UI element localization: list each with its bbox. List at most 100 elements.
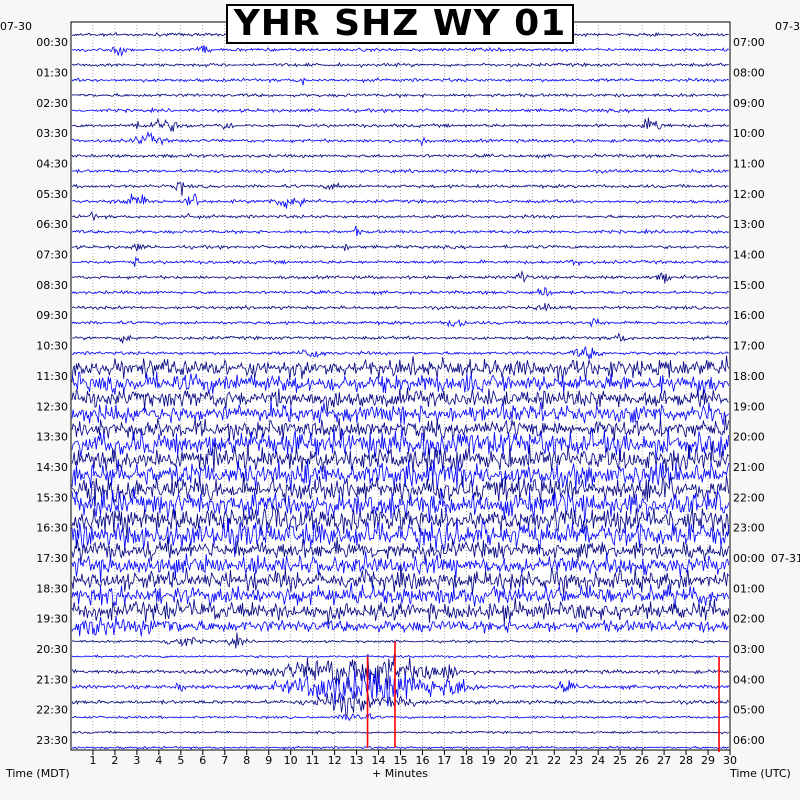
left-time-label: 01:30 (36, 67, 68, 80)
seismic-trace (71, 92, 729, 99)
left-time-label: 10:30 (36, 340, 68, 353)
seismic-trace (71, 615, 729, 637)
left-time-label: 02:30 (36, 97, 68, 110)
right-time-label: 04:00 (733, 673, 765, 686)
x-tick-label: 21 (525, 754, 539, 767)
x-tick-label: 8 (243, 754, 250, 767)
left-time-label: 00:30 (36, 36, 68, 49)
x-tick-label: 12 (328, 754, 342, 767)
left-time-label: 22:30 (36, 704, 68, 717)
x-tick-label: 13 (350, 754, 364, 767)
event-markers (366, 641, 720, 753)
x-tick-label: 17 (437, 754, 451, 767)
right-time-label: 18:00 (733, 370, 765, 383)
seismic-trace (71, 730, 729, 735)
right-time-label: 03:00 (733, 643, 765, 656)
left-time-label: 20:30 (36, 643, 68, 656)
x-tick-label: 29 (701, 754, 715, 767)
seismic-trace (71, 303, 729, 312)
seismic-trace (71, 317, 729, 329)
right-time-label: 14:00 (733, 249, 765, 262)
right-time-label: 00:00 (733, 552, 765, 565)
left-time-label: 17:30 (36, 552, 68, 565)
seismic-trace (71, 243, 729, 252)
x-tick-label: 6 (199, 754, 206, 767)
seismic-trace (71, 653, 730, 694)
left-time-label: 15:30 (36, 491, 68, 504)
x-tick-label: 19 (481, 754, 495, 767)
seismic-trace (71, 270, 729, 284)
seismic-trace (71, 745, 729, 751)
x-tick-label: 14 (372, 754, 386, 767)
right-time-label: 15:00 (733, 279, 765, 292)
left-time-label: 16:30 (36, 522, 68, 535)
left-time-label: 13:30 (36, 431, 68, 444)
right-time-label: 01:00 (733, 582, 765, 595)
seismic-trace (71, 505, 730, 540)
left-time-label: 08:30 (36, 279, 68, 292)
seismic-trace (71, 473, 730, 507)
right-time-label: 22:00 (733, 491, 765, 504)
x-tick-label: 1 (89, 754, 96, 767)
left-time-label: 06:30 (36, 218, 68, 231)
seismic-trace (71, 400, 729, 426)
right-time-label: 08:00 (733, 67, 765, 80)
left-time-label: 18:30 (36, 582, 68, 595)
seismic-trace (71, 536, 730, 563)
seismic-trace (71, 668, 730, 707)
seismic-trace (71, 225, 729, 237)
chart-title-text: YHR SHZ WY 01 (233, 3, 567, 44)
x-tick-label: 15 (394, 754, 408, 767)
right-date-label: 07-3 (775, 20, 800, 33)
seismic-trace (72, 256, 729, 267)
seismic-trace (71, 691, 729, 718)
x-tick-label: 16 (415, 754, 429, 767)
left-time-label: 05:30 (36, 188, 68, 201)
seismic-trace (71, 563, 730, 596)
seismic-trace (71, 77, 729, 86)
x-tick-label: 23 (569, 754, 583, 767)
seismic-trace (71, 346, 729, 360)
x-tick-label: 25 (613, 754, 627, 767)
right-time-label: 12:00 (733, 188, 765, 201)
right-time-label: 07:00 (733, 36, 765, 49)
x-axis-title: + Minutes (372, 767, 428, 780)
x-tick-label: 4 (155, 754, 162, 767)
left-time-label: 21:30 (36, 673, 68, 686)
seismic-trace (71, 486, 730, 524)
right-time-label: 02:00 (733, 613, 765, 626)
seismic-trace (71, 371, 730, 397)
seismic-trace (71, 286, 729, 297)
x-tick-label: 20 (503, 754, 517, 767)
x-tick-label: 30 (723, 754, 737, 767)
right-time-label: 09:00 (733, 97, 765, 110)
seismic-trace (71, 597, 730, 625)
right-time-label: 16:00 (733, 309, 765, 322)
seismic-trace (71, 355, 730, 383)
seismic-trace (71, 415, 730, 442)
seismic-trace (71, 332, 729, 344)
left-time-label: 07:30 (36, 249, 68, 262)
right-time-label: 05:00 (733, 704, 765, 717)
seismic-trace (71, 387, 729, 414)
seismic-trace (71, 441, 730, 473)
seismic-trace (71, 117, 729, 132)
left-time-label: 03:30 (36, 127, 68, 140)
x-tick-label: 22 (547, 754, 561, 767)
seismic-trace (71, 517, 730, 558)
right-time-label: 10:00 (733, 127, 765, 140)
seismic-trace (71, 61, 729, 68)
left-axis-title: Time (MDT) (5, 767, 70, 780)
x-tick-label: 24 (591, 754, 605, 767)
right-time-label: 13:00 (733, 218, 765, 231)
seismic-trace (71, 45, 729, 57)
left-time-label: 11:30 (36, 370, 68, 383)
seismic-trace (71, 654, 729, 659)
right-time-label: 20:00 (733, 431, 765, 444)
chart-title: YHR SHZ WY 01 (226, 4, 574, 44)
left-time-label: 09:30 (36, 309, 68, 322)
seismic-trace (71, 426, 730, 461)
x-tick-label: 27 (657, 754, 671, 767)
seismic-trace (71, 181, 729, 196)
